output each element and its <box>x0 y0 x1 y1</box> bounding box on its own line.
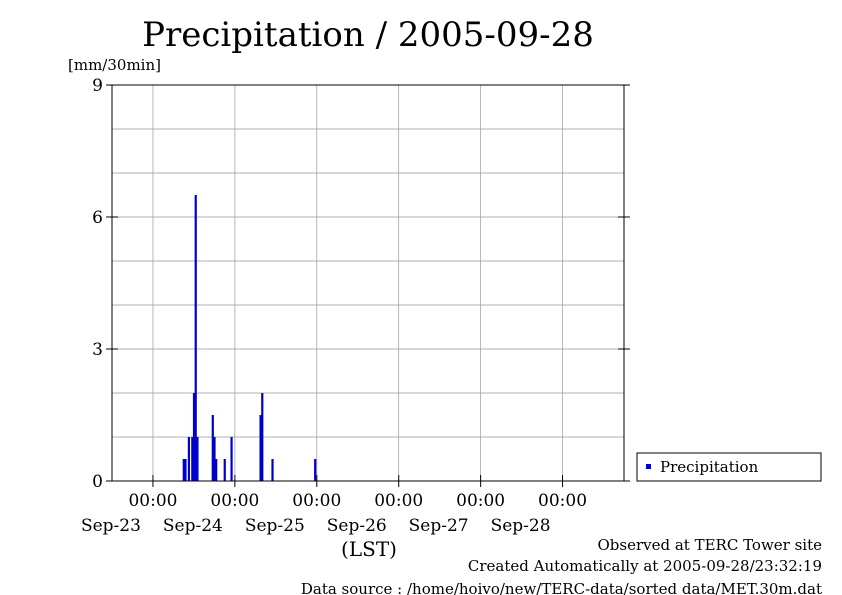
x-tick-time: 00:00 <box>128 491 177 511</box>
y-tick-label: 3 <box>92 340 103 360</box>
legend-box <box>636 452 822 482</box>
y-axis-unit: [mm/30min] <box>68 56 161 74</box>
x-tick-time: 00:00 <box>210 491 259 511</box>
legend: Precipitation <box>636 452 822 482</box>
legend-swatch <box>646 464 651 469</box>
grid-lines <box>112 85 624 481</box>
x-tick-date: Sep-23 <box>81 516 141 536</box>
precipitation-bar <box>223 459 226 481</box>
precipitation-bar <box>196 437 199 481</box>
plot-frame <box>111 84 625 482</box>
x-axis-label: (LST) <box>341 537 397 561</box>
chart-title: Precipitation / 2005-09-28 <box>142 15 594 55</box>
footer-observed: Observed at TERC Tower site <box>597 536 822 554</box>
precipitation-bar <box>230 437 233 481</box>
precipitation-bar <box>215 459 218 481</box>
x-tick-time: 00:00 <box>538 491 587 511</box>
footer-created: Created Automatically at 2005-09-28/23:3… <box>468 557 822 575</box>
legend-label: Precipitation <box>660 458 759 476</box>
x-tick-date: Sep-27 <box>409 516 469 536</box>
x-tick-date: Sep-25 <box>245 516 305 536</box>
precipitation-bar <box>187 437 190 481</box>
y-tick-label: 9 <box>92 76 103 96</box>
precipitation-bar <box>211 415 214 481</box>
precipitation-bar <box>213 437 216 481</box>
x-tick-time: 00:00 <box>456 491 505 511</box>
precipitation-bar <box>192 393 196 481</box>
y-tick-labels: 0 3 6 9 <box>92 76 103 492</box>
y-tick-label: 0 <box>92 472 103 492</box>
y-tick-label: 6 <box>92 208 103 228</box>
precipitation-bars <box>182 195 317 481</box>
precipitation-bar <box>271 459 274 481</box>
x-tick-date: Sep-28 <box>491 516 551 536</box>
precipitation-bar <box>184 459 187 481</box>
precipitation-bar <box>259 415 262 481</box>
precipitation-bar <box>194 195 197 481</box>
x-tick-labels: 00:00 Sep-23 00:00 Sep-24 00:00 Sep-25 00:00 Se… <box>81 491 587 536</box>
x-tick-time: 00:00 <box>292 491 341 511</box>
precipitation-bar <box>261 393 264 481</box>
footer-source: Data source : /home/hoivo/new/TERC-data/… <box>301 580 822 595</box>
x-tick-time: 00:00 <box>374 491 423 511</box>
x-tick-date: Sep-26 <box>327 516 387 536</box>
axis-ticks <box>106 84 630 487</box>
x-tick-date: Sep-24 <box>163 516 223 536</box>
precipitation-bar <box>182 459 185 481</box>
precipitation-bar <box>314 459 317 481</box>
precipitation-bar <box>191 437 194 481</box>
